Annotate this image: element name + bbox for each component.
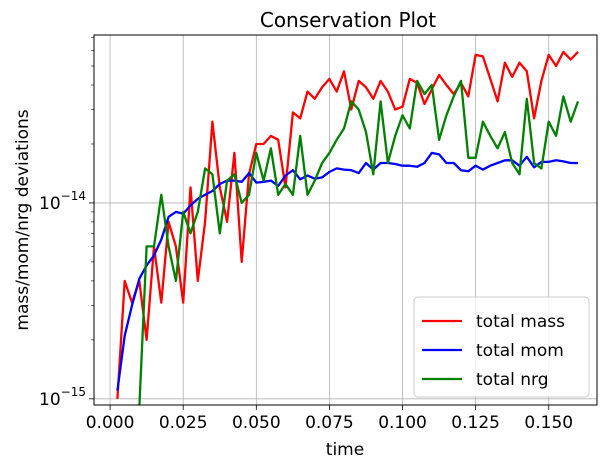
y-tick-label: 10−14 — [39, 189, 86, 214]
y-axis-ticks: 10−15 10−14 — [39, 37, 94, 410]
x-tick-label: 0.050 — [232, 413, 281, 433]
grid-lines — [94, 35, 597, 405]
series-layer — [116, 50, 580, 405]
x-tick-label: 0.000 — [86, 413, 135, 433]
x-tick-label: 0.100 — [378, 413, 427, 433]
legend: total mass total mom total nrg — [413, 296, 590, 398]
y-axis-label: mass/mom/nrg deviations — [13, 109, 33, 330]
series-line-total-mom — [116, 151, 578, 391]
legend-label-total-mass: total mass — [476, 312, 565, 332]
x-tick-label: 0.075 — [305, 413, 354, 433]
chart-title: Conservation Plot — [260, 8, 436, 32]
x-tick-label: 0.025 — [159, 413, 208, 433]
plot-frame — [93, 34, 598, 406]
x-axis-ticks: 0.000 0.025 0.050 0.075 0.100 0.125 0.150 — [86, 405, 573, 433]
x-axis-label: time — [326, 440, 364, 460]
series-line-total-mass — [116, 50, 579, 399]
x-tick-label: 0.125 — [451, 413, 500, 433]
y-tick-label: 10−15 — [39, 385, 86, 410]
legend-label-total-mom: total mom — [476, 341, 564, 361]
series-line-total-nrg — [138, 79, 580, 405]
legend-label-total-nrg: total nrg — [476, 370, 549, 390]
x-tick-label: 0.150 — [524, 413, 573, 433]
